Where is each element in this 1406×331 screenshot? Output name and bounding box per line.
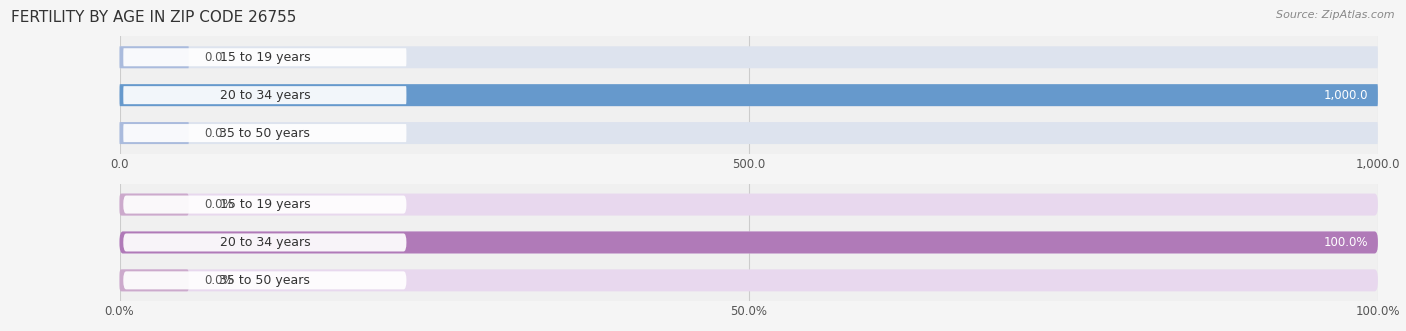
FancyBboxPatch shape — [124, 124, 406, 142]
FancyBboxPatch shape — [124, 48, 406, 66]
Text: 0.0: 0.0 — [204, 126, 222, 140]
Text: 0.0%: 0.0% — [204, 274, 233, 287]
FancyBboxPatch shape — [120, 231, 1378, 254]
FancyBboxPatch shape — [120, 269, 188, 291]
FancyBboxPatch shape — [120, 122, 1378, 144]
Text: 15 to 19 years: 15 to 19 years — [219, 198, 311, 211]
Text: 0.0%: 0.0% — [204, 198, 233, 211]
FancyBboxPatch shape — [124, 86, 406, 104]
Text: Source: ZipAtlas.com: Source: ZipAtlas.com — [1277, 10, 1395, 20]
FancyBboxPatch shape — [120, 46, 1378, 68]
FancyBboxPatch shape — [120, 194, 1378, 215]
Text: 35 to 50 years: 35 to 50 years — [219, 126, 311, 140]
Text: 1,000.0: 1,000.0 — [1323, 89, 1368, 102]
FancyBboxPatch shape — [120, 122, 188, 144]
FancyBboxPatch shape — [120, 269, 1378, 291]
Text: 20 to 34 years: 20 to 34 years — [219, 236, 311, 249]
Text: 15 to 19 years: 15 to 19 years — [219, 51, 311, 64]
Text: 35 to 50 years: 35 to 50 years — [219, 274, 311, 287]
FancyBboxPatch shape — [120, 46, 188, 68]
FancyBboxPatch shape — [124, 196, 406, 213]
Text: 0.0: 0.0 — [204, 51, 222, 64]
FancyBboxPatch shape — [120, 194, 188, 215]
Text: 20 to 34 years: 20 to 34 years — [219, 89, 311, 102]
FancyBboxPatch shape — [120, 84, 1378, 106]
FancyBboxPatch shape — [124, 233, 406, 252]
FancyBboxPatch shape — [124, 271, 406, 289]
FancyBboxPatch shape — [120, 231, 1378, 254]
FancyBboxPatch shape — [120, 84, 1378, 106]
Text: 100.0%: 100.0% — [1323, 236, 1368, 249]
Text: FERTILITY BY AGE IN ZIP CODE 26755: FERTILITY BY AGE IN ZIP CODE 26755 — [11, 10, 297, 25]
